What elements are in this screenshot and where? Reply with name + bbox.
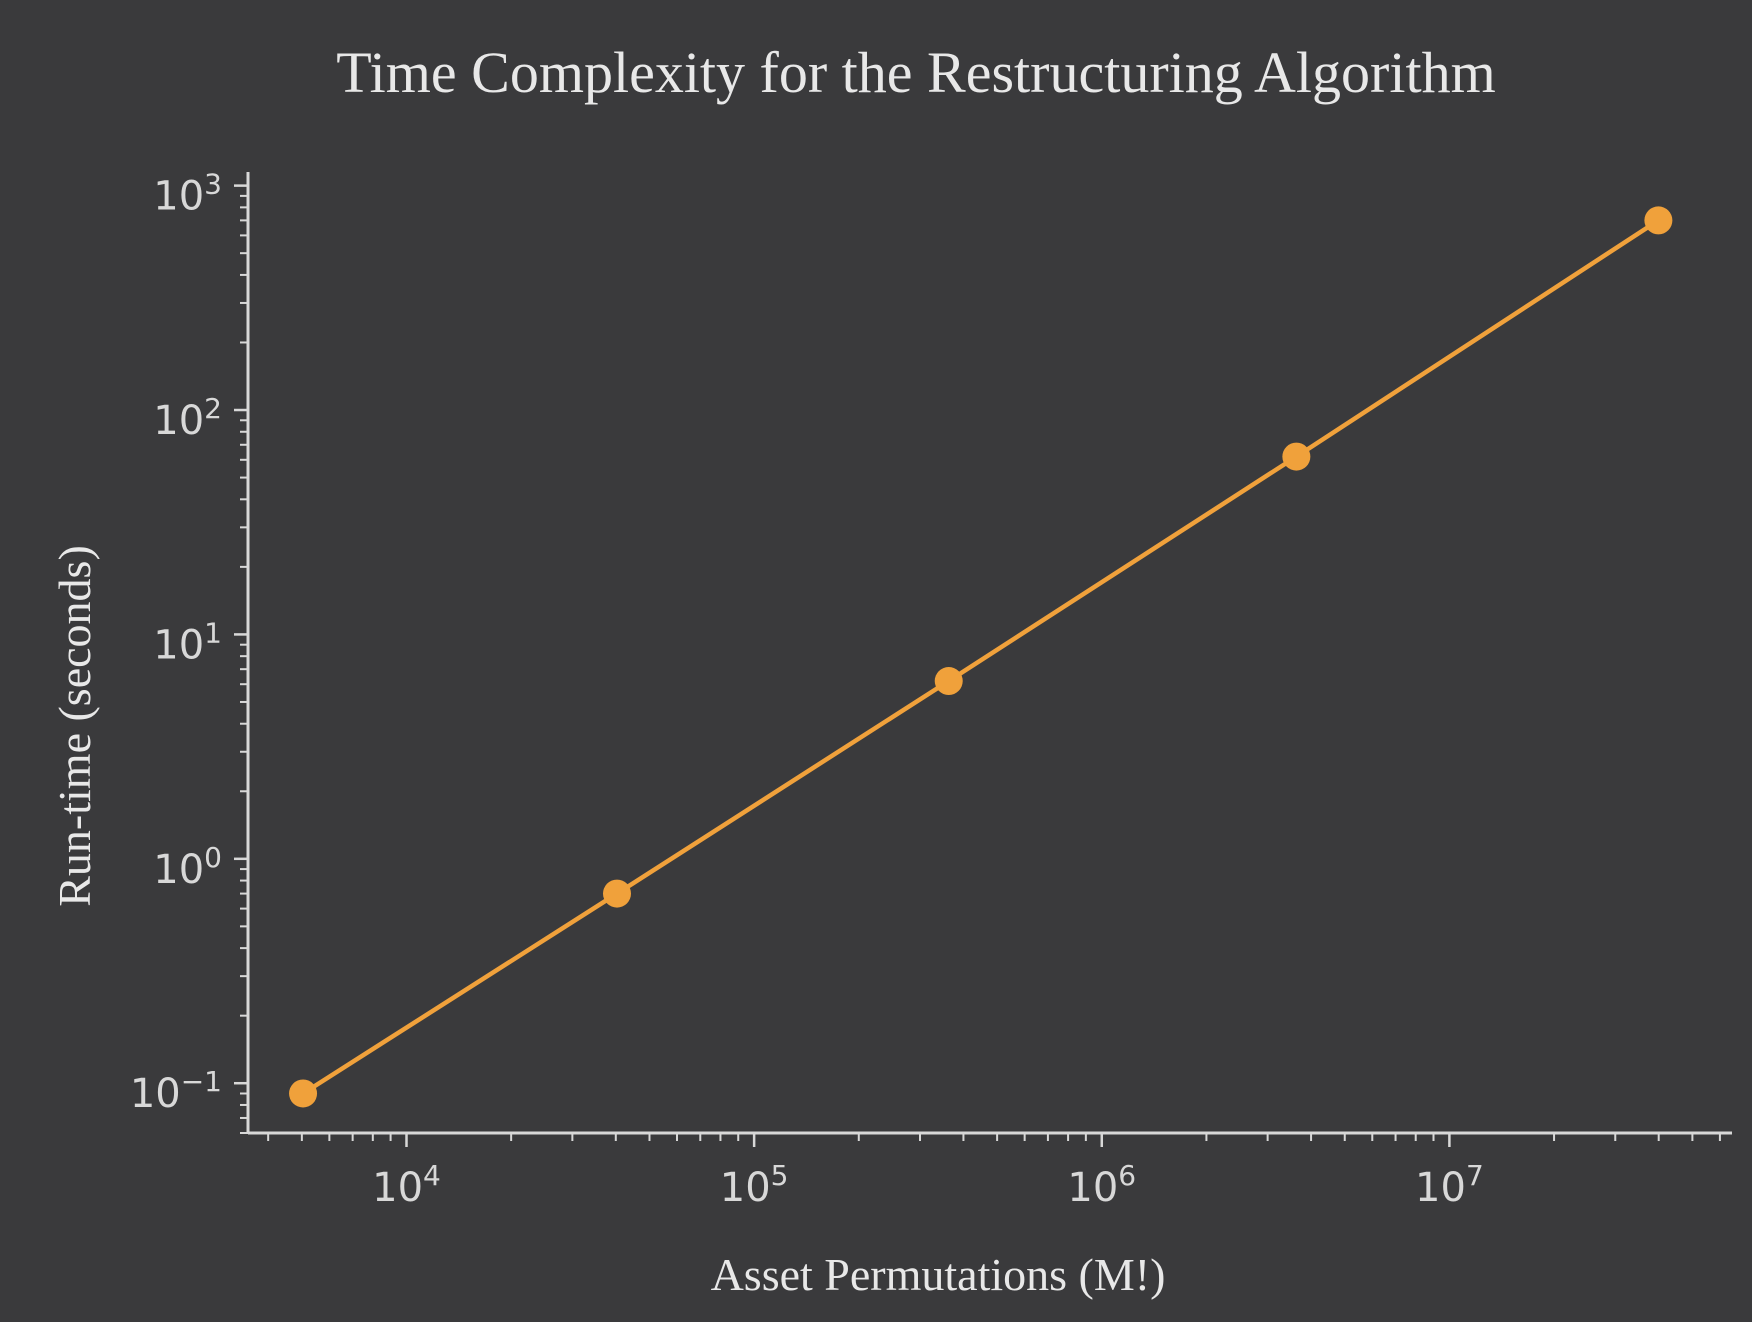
x-tick-label: 104 — [372, 1159, 441, 1211]
x-tick-label: 107 — [1415, 1159, 1484, 1211]
data-point — [1282, 442, 1311, 471]
y-tick-label: 102 — [153, 392, 222, 444]
series-line — [300, 218, 1661, 1096]
y-tick-label: 10−1 — [130, 1065, 222, 1117]
x-axis-label: Asset Permutations (M!) — [711, 1249, 1166, 1300]
data-point — [934, 667, 963, 696]
x-tick-label: 106 — [1067, 1159, 1136, 1211]
data-point — [289, 1079, 318, 1108]
y-axis-label: Run-time (seconds) — [49, 545, 100, 907]
data-point — [602, 879, 631, 908]
y-tick-label: 103 — [153, 168, 222, 220]
data-point — [1644, 206, 1673, 235]
y-tick-label: 100 — [153, 841, 222, 893]
y-tick-label: 101 — [153, 616, 222, 668]
x-tick-label: 105 — [720, 1159, 789, 1211]
chart-title: Time Complexity for the Restructuring Al… — [336, 40, 1495, 105]
plot-area: 104 105 106 107 10−1 100 101 102 103 — [130, 168, 1732, 1211]
